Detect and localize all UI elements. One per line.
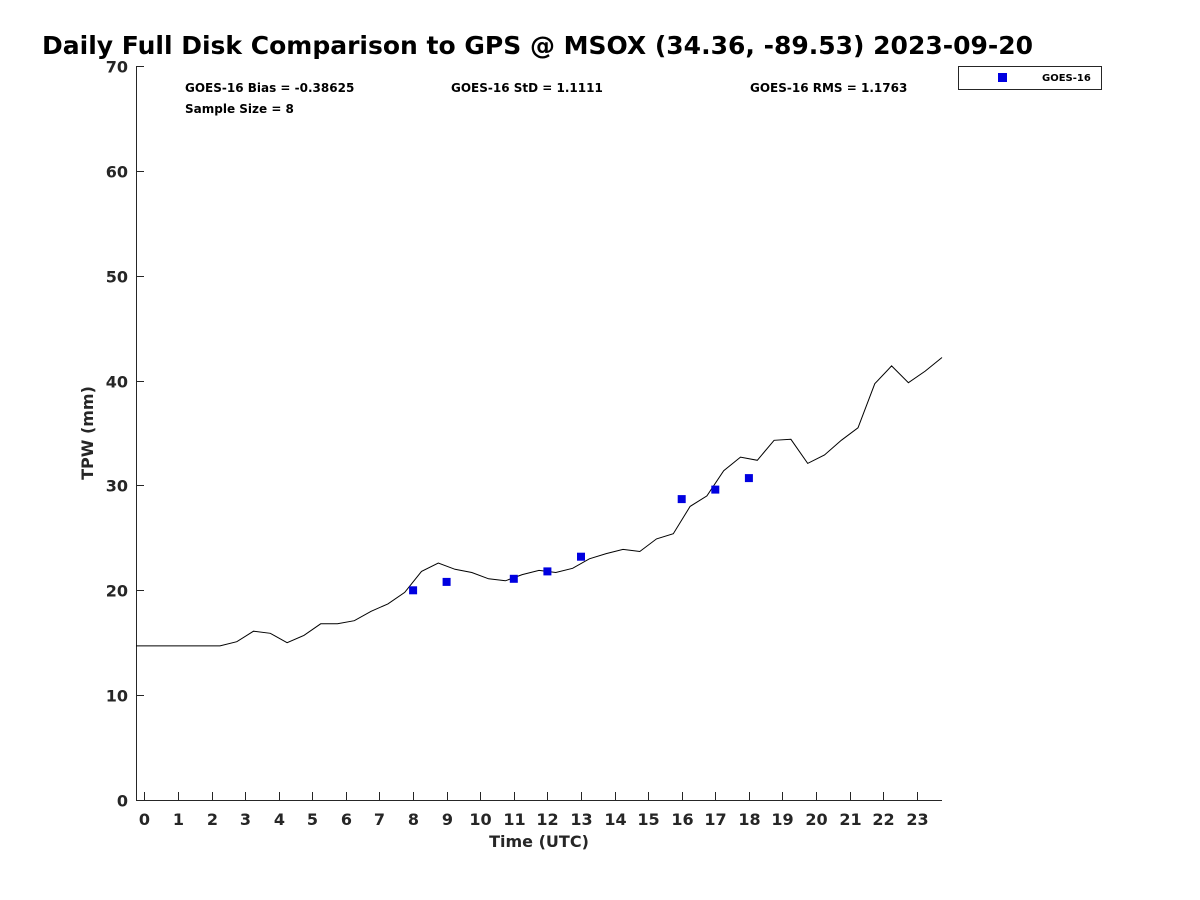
x-tick-label: 2 <box>207 810 218 829</box>
legend-marker-goes16 <box>998 73 1007 82</box>
stat-rms: GOES-16 RMS = 1.1763 <box>750 81 907 95</box>
legend-box <box>958 66 1102 90</box>
gps-tpw-line <box>136 357 943 647</box>
x-tick-label: 4 <box>274 810 285 829</box>
x-tick-label: 6 <box>341 810 352 829</box>
x-tick-label: 22 <box>872 810 894 829</box>
x-tick-label: 8 <box>408 810 419 829</box>
axes <box>136 66 942 801</box>
plot-area <box>136 357 943 647</box>
y-tick-label: 30 <box>106 477 128 496</box>
goes16-point <box>677 495 686 504</box>
x-tick-label: 23 <box>906 810 928 829</box>
x-tick-label: 0 <box>139 810 150 829</box>
x-tick-label: 13 <box>570 810 592 829</box>
stat-std: GOES-16 StD = 1.1111 <box>451 81 603 95</box>
chart-title: Daily Full Disk Comparison to GPS @ MSOX… <box>42 31 1033 60</box>
goes16-point <box>744 474 753 483</box>
x-tick-label: 3 <box>240 810 251 829</box>
y-tick-label: 70 <box>106 58 128 77</box>
y-tick-label: 0 <box>117 792 128 811</box>
x-tick-label: 21 <box>839 810 861 829</box>
x-tick-label: 11 <box>503 810 525 829</box>
y-axis-ticks: 0 10 20 30 40 50 60 70 <box>106 58 144 811</box>
x-tick-label: 20 <box>805 810 827 829</box>
goes16-point <box>442 577 451 586</box>
x-tick-label: 9 <box>442 810 453 829</box>
x-tick-label: 15 <box>637 810 659 829</box>
y-tick-label: 10 <box>106 687 128 706</box>
goes16-point <box>543 567 552 576</box>
x-tick-label: 18 <box>738 810 760 829</box>
x-tick-label: 7 <box>374 810 385 829</box>
x-tick-label: 5 <box>307 810 318 829</box>
x-tick-label: 1 <box>173 810 184 829</box>
x-tick-label: 14 <box>604 810 626 829</box>
y-tick-label: 40 <box>106 373 128 392</box>
x-tick-label: 17 <box>704 810 726 829</box>
y-tick-label: 60 <box>106 163 128 182</box>
x-tick-label: 16 <box>671 810 693 829</box>
stat-sample-size: Sample Size = 8 <box>185 102 294 116</box>
y-tick-label: 20 <box>106 582 128 601</box>
legend: GOES-16 <box>958 66 1102 90</box>
goes16-point <box>509 574 518 583</box>
goes16-point <box>577 552 585 561</box>
x-axis-label: Time (UTC) <box>489 832 589 851</box>
legend-label-goes16: GOES-16 <box>1042 73 1091 84</box>
x-axis-ticks: 0 1 2 3 4 5 6 7 8 9 10 11 12 13 14 15 16 17 18 19 20 21 22 23 <box>139 792 929 829</box>
x-tick-label: 10 <box>469 810 491 829</box>
goes16-point <box>409 586 418 595</box>
x-tick-label: 19 <box>771 810 793 829</box>
x-tick-label: 12 <box>536 810 558 829</box>
goes16-point <box>711 485 720 494</box>
stat-bias: GOES-16 Bias = -0.38625 <box>185 81 354 95</box>
y-axis-label: TPW (mm) <box>78 386 97 480</box>
y-tick-label: 50 <box>106 268 128 287</box>
